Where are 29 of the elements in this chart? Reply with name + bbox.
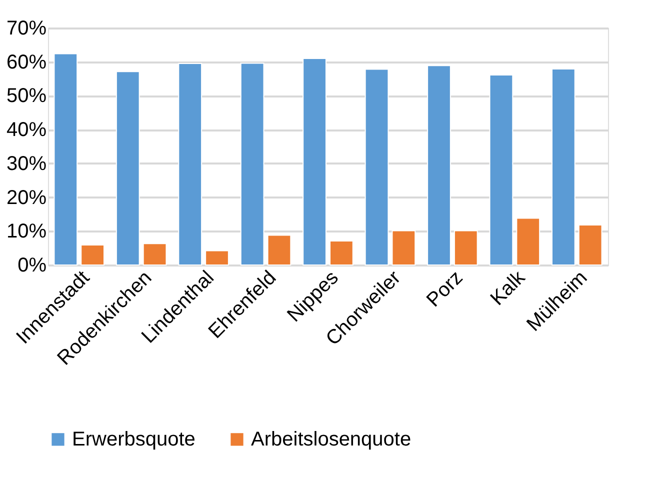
x-tick-label: Kalk bbox=[486, 266, 530, 310]
y-tick-label: 30% bbox=[6, 152, 47, 175]
bar bbox=[302, 58, 326, 266]
bar bbox=[489, 74, 514, 266]
y-tick-label: 40% bbox=[6, 119, 47, 142]
bar bbox=[142, 243, 167, 266]
y-tick-label: 70% bbox=[6, 18, 47, 40]
y-tick-label: 50% bbox=[6, 85, 47, 108]
bar bbox=[267, 234, 292, 266]
bar bbox=[552, 68, 576, 266]
bar bbox=[240, 62, 264, 266]
bar bbox=[516, 218, 540, 266]
y-tick-label: 20% bbox=[6, 186, 47, 209]
y-tick-label: 10% bbox=[6, 220, 47, 243]
legend-label: Arbeitslosenquote bbox=[251, 428, 412, 450]
bar bbox=[205, 250, 229, 266]
bar bbox=[116, 71, 140, 266]
bar bbox=[80, 244, 104, 266]
bar bbox=[578, 224, 602, 266]
legend-label: Erwerbsquote bbox=[72, 428, 196, 450]
bar bbox=[364, 68, 389, 266]
y-tick-label: 60% bbox=[6, 51, 47, 74]
bar bbox=[330, 240, 354, 266]
bar bbox=[427, 65, 451, 266]
bar bbox=[454, 230, 478, 266]
bar bbox=[54, 53, 78, 266]
bar bbox=[392, 230, 416, 266]
y-tick-label: 0% bbox=[18, 254, 47, 276]
bar bbox=[178, 63, 202, 266]
